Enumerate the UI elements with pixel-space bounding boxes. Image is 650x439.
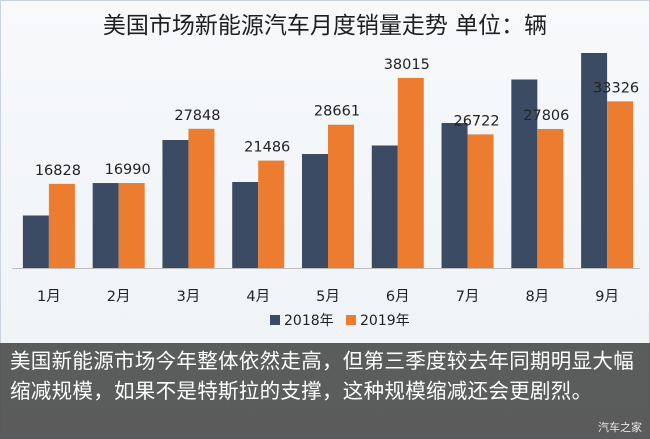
x-tick-label: 6月: [386, 289, 410, 305]
bar-2019-9: [607, 101, 634, 269]
data-label: 16828: [35, 163, 81, 179]
x-tick-label: 9月: [595, 289, 619, 305]
caption-text: 美国新能源市场今年整体依然走高，但第三季度较去年同期明显大幅缩减规模，如果不是特…: [10, 349, 634, 403]
bar-2019-1: [48, 183, 75, 268]
x-tick-label: 4月: [246, 289, 270, 305]
site-logo: 汽车之家: [598, 421, 642, 434]
bar-2018-8: [511, 79, 538, 268]
legend-label: 2018年: [284, 313, 334, 329]
data-label: 38015: [384, 57, 430, 73]
x-tick-label: 1月: [37, 289, 61, 305]
bar-2018-6: [371, 145, 398, 268]
data-label: 26722: [453, 113, 499, 129]
bar-2018-4: [232, 182, 259, 268]
x-tick-label: 7月: [456, 289, 480, 305]
legend-swatch: [270, 315, 280, 325]
x-tick-label: 8月: [525, 289, 549, 305]
x-tick-label: 2月: [107, 289, 131, 305]
data-label: 21486: [244, 140, 290, 156]
bar-2019-6: [397, 77, 424, 268]
data-label: 16990: [105, 162, 151, 178]
legend-label: 2019年: [360, 313, 410, 329]
chart-title: 美国市场新能源汽车月度销量走势 单位：辆: [102, 13, 548, 39]
bar-2018-2: [92, 183, 119, 268]
bar-2019-4: [258, 160, 285, 268]
bar-2018-9: [581, 53, 608, 268]
bar-chart: 16828 1月 16990 2月 27848 3月 21486 4月 28661 5月 38015…: [12, 53, 640, 329]
bar-2019-3: [188, 128, 215, 268]
x-tick-label: 5月: [316, 289, 340, 305]
bar-2018-1: [22, 215, 49, 268]
bar-2019-5: [328, 124, 354, 268]
caption-box: 美国新能源市场今年整体依然走高，但第三季度较去年同期明显大幅缩减规模，如果不是特…: [0, 343, 650, 439]
bar-2018-7: [441, 123, 468, 268]
x-tick-label: 3月: [177, 289, 201, 305]
bar-2019-2: [118, 183, 145, 268]
data-label: 27806: [523, 108, 569, 124]
data-label: 28661: [314, 104, 360, 120]
legend-swatch: [346, 315, 356, 325]
data-label: 27848: [174, 108, 220, 124]
data-label: 33326: [593, 80, 639, 96]
bar-2019-8: [537, 128, 564, 268]
bar-2019-7: [467, 134, 494, 268]
bar-2018-3: [162, 140, 189, 268]
bar-2018-5: [302, 154, 328, 268]
